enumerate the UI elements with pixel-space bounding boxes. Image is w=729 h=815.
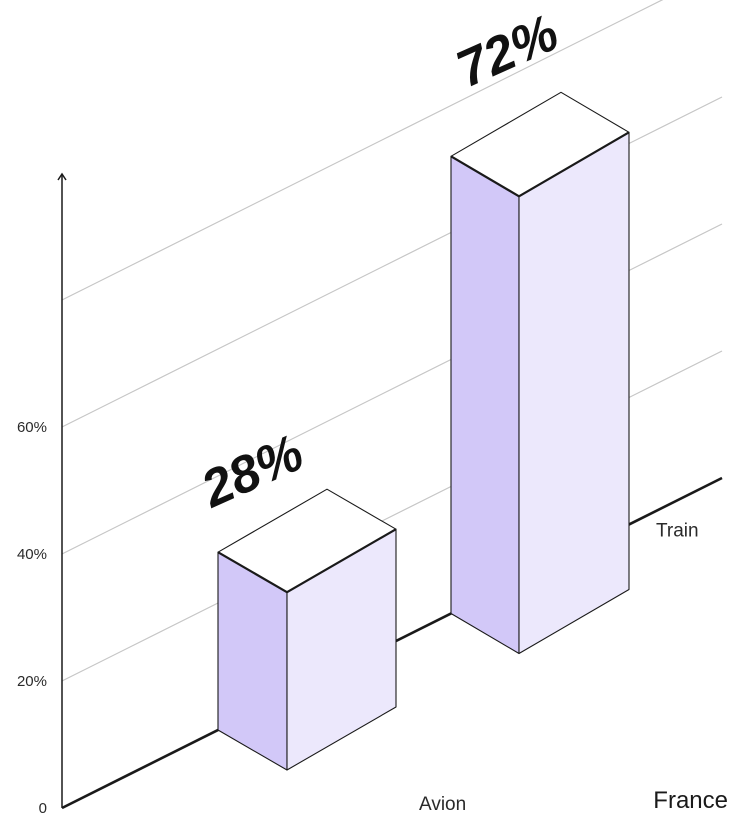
bars — [217, 91, 630, 771]
y-tick-label-20: 20% — [17, 673, 47, 690]
bar-train — [450, 91, 630, 655]
bar-front-face — [518, 131, 630, 655]
y-axis-arrowhead — [57, 172, 67, 181]
bar-side-face — [450, 155, 520, 655]
value-label-train: 72% — [448, 4, 567, 99]
y-tick-label-60: 60% — [17, 419, 47, 436]
y-tick-label-0: 0 — [39, 800, 47, 815]
bar-avion — [217, 488, 397, 771]
bar-top-edge — [217, 528, 397, 594]
category-labels: Avion Train — [419, 521, 699, 815]
gridline-80 — [61, 0, 664, 301]
value-label-avion: 28% — [192, 424, 312, 520]
y-tick-labels: 0 20% 40% 60% — [17, 419, 47, 815]
bar-top-edge — [450, 131, 630, 198]
category-label-train: Train — [656, 521, 699, 542]
group-label: France — [653, 787, 728, 814]
category-label-avion: Avion — [419, 794, 466, 815]
y-tick-label-40: 40% — [17, 546, 47, 563]
